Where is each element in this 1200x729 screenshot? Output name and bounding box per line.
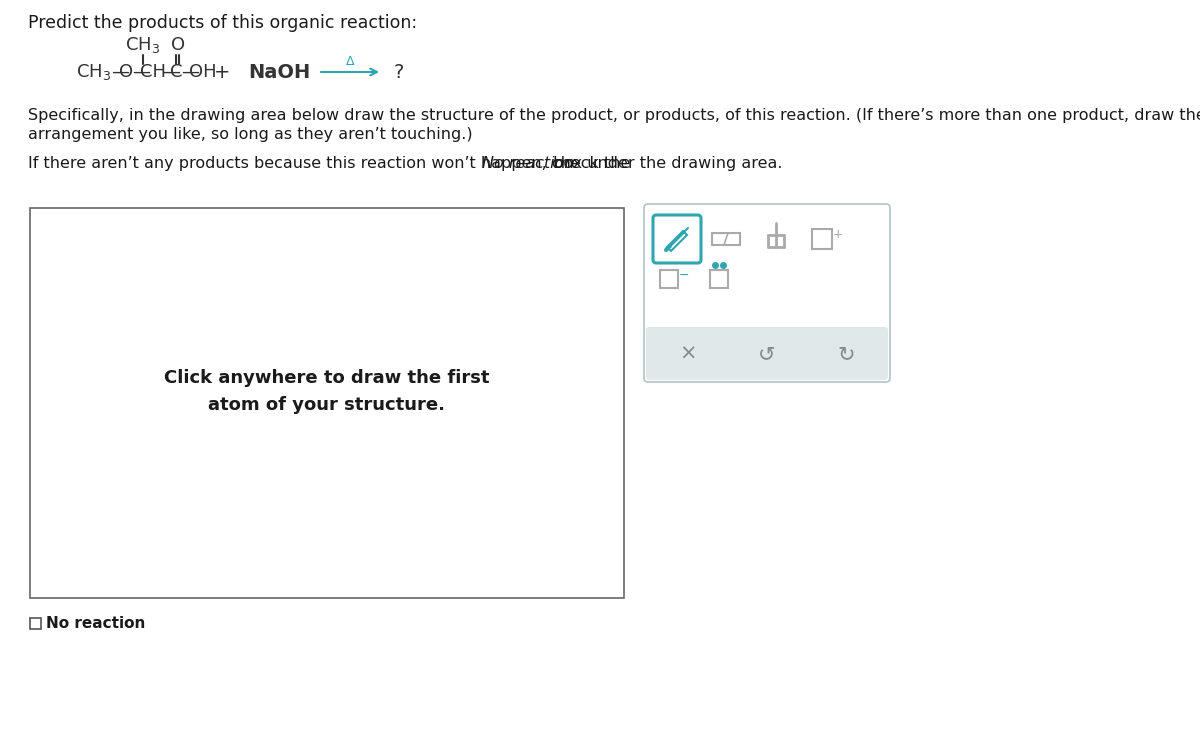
- Text: −: −: [679, 269, 690, 282]
- Text: CH$_3$: CH$_3$: [125, 35, 161, 55]
- Bar: [812, 229, 832, 249]
- Text: OH: OH: [190, 63, 217, 81]
- Text: box under the drawing area.: box under the drawing area.: [548, 156, 782, 171]
- Text: ?: ?: [394, 63, 404, 82]
- Text: No reaction: No reaction: [481, 156, 575, 171]
- Text: ×: ×: [679, 344, 697, 364]
- Text: —: —: [112, 63, 130, 81]
- Text: ↻: ↻: [838, 344, 854, 364]
- Text: ↺: ↺: [758, 344, 775, 364]
- Text: If there aren’t any products because this reaction won’t happen, check the: If there aren’t any products because thi…: [28, 156, 636, 171]
- Text: Specifically, in the drawing area below draw the structure of the product, or pr: Specifically, in the drawing area below …: [28, 108, 1200, 123]
- Text: O: O: [170, 36, 185, 54]
- Text: +: +: [833, 228, 844, 241]
- Text: Predict the products of this organic reaction:: Predict the products of this organic rea…: [28, 14, 418, 32]
- Text: —: —: [132, 63, 150, 81]
- Bar: [710, 270, 728, 288]
- Text: CH: CH: [140, 63, 166, 81]
- Bar: [30, 618, 41, 629]
- FancyBboxPatch shape: [646, 327, 888, 380]
- Text: —: —: [181, 63, 199, 81]
- FancyBboxPatch shape: [644, 204, 890, 382]
- Text: No reaction: No reaction: [46, 616, 145, 631]
- Text: arrangement you like, so long as they aren’t touching.): arrangement you like, so long as they ar…: [28, 127, 473, 142]
- Text: —: —: [162, 63, 180, 81]
- Text: O: O: [119, 63, 133, 81]
- Bar: [660, 270, 678, 288]
- Text: Δ: Δ: [346, 55, 354, 68]
- Text: CH$_3$: CH$_3$: [76, 62, 112, 82]
- Text: NaOH: NaOH: [248, 63, 311, 82]
- Text: +: +: [214, 63, 230, 82]
- Text: C: C: [170, 63, 182, 81]
- FancyBboxPatch shape: [653, 215, 701, 263]
- Text: Click anywhere to draw the first
atom of your structure.: Click anywhere to draw the first atom of…: [164, 369, 490, 413]
- Bar: [30, 208, 624, 598]
